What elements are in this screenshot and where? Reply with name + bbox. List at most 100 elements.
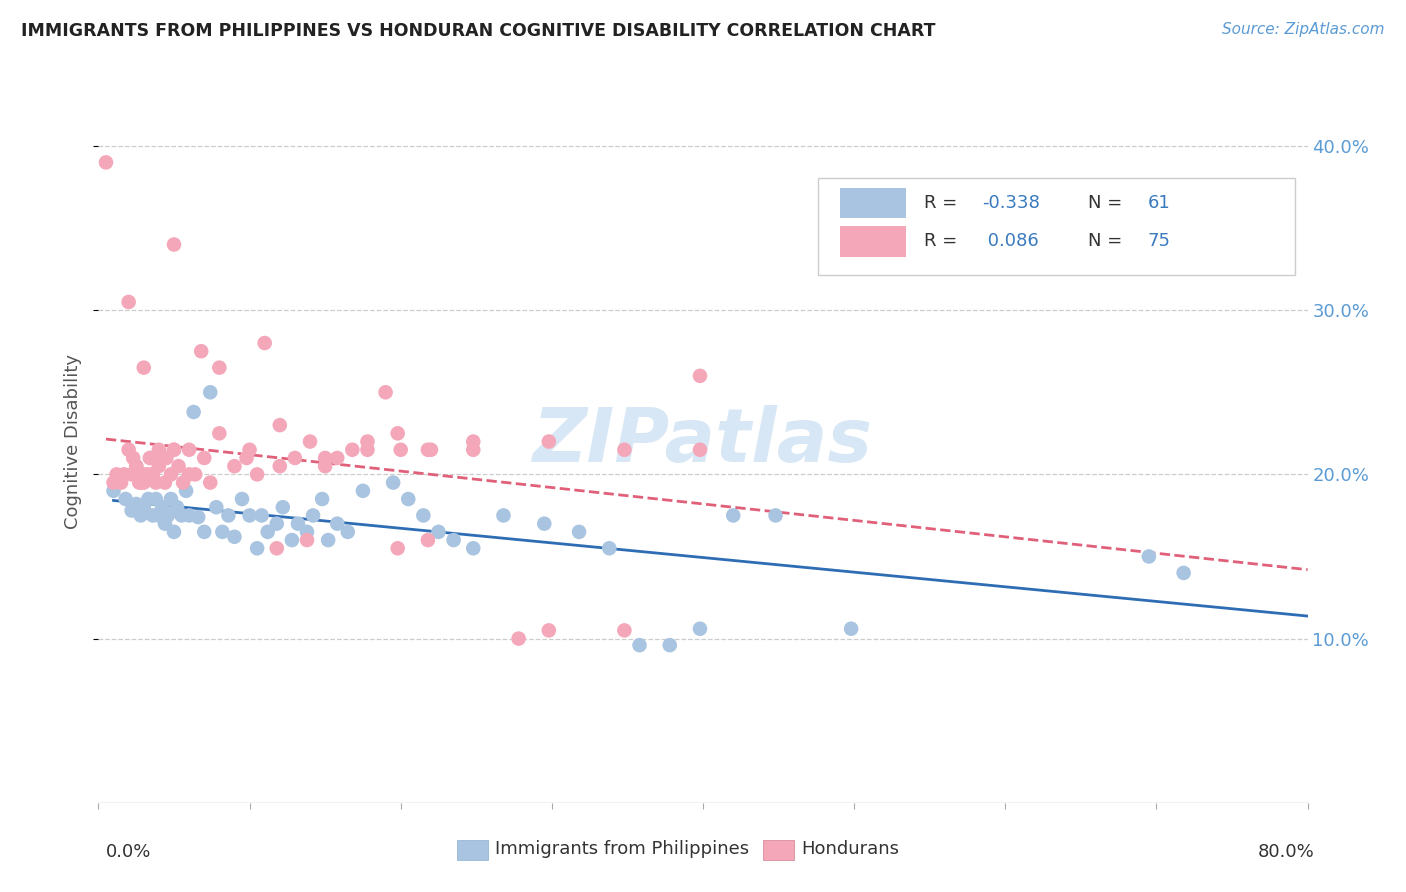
Point (427, 524, 450, 539)
Point (396, 491, 419, 506)
Text: 75: 75 (1147, 233, 1171, 251)
Point (174, 483, 197, 498)
Point (387, 426, 409, 441)
Point (163, 237, 186, 252)
Point (463, 541, 485, 556)
Point (155, 450, 177, 465)
Point (235, 450, 257, 465)
FancyBboxPatch shape (839, 227, 905, 257)
Point (141, 467, 163, 482)
Point (613, 442, 636, 457)
Point (613, 624, 636, 638)
Point (163, 442, 186, 457)
Point (239, 508, 262, 523)
Point (689, 442, 711, 457)
Point (598, 541, 620, 556)
Point (281, 533, 304, 547)
Point (628, 638, 651, 652)
Point (179, 467, 201, 482)
Point (136, 491, 159, 506)
Point (326, 450, 349, 465)
Point (224, 530, 246, 544)
Point (271, 500, 294, 515)
Point (217, 508, 239, 523)
FancyBboxPatch shape (818, 178, 1295, 276)
Point (129, 508, 152, 523)
Point (231, 491, 253, 506)
Point (211, 524, 233, 539)
Point (537, 624, 560, 638)
Point (193, 524, 215, 539)
Point (103, 475, 125, 490)
Point (765, 508, 787, 523)
Point (302, 508, 325, 523)
Point (266, 541, 288, 556)
Text: Source: ZipAtlas.com: Source: ZipAtlas.com (1222, 22, 1385, 37)
Point (160, 467, 183, 482)
Point (148, 459, 170, 474)
Point (179, 508, 201, 523)
Point (287, 516, 309, 531)
Point (208, 426, 231, 441)
Point (118, 442, 141, 457)
Point (326, 516, 349, 531)
Point (112, 467, 135, 482)
Point (208, 360, 231, 375)
Text: 0.086: 0.086 (983, 233, 1039, 251)
Point (183, 405, 205, 419)
Point (148, 442, 170, 457)
Point (187, 510, 209, 524)
Point (103, 483, 125, 498)
Point (179, 442, 201, 457)
Text: R =: R = (924, 233, 963, 251)
Point (1173, 566, 1195, 580)
Point (269, 459, 291, 474)
Point (356, 442, 378, 457)
Point (537, 434, 560, 449)
Point (508, 632, 530, 646)
Point (382, 475, 405, 490)
Point (132, 475, 155, 490)
Point (125, 459, 148, 474)
Point (200, 385, 222, 400)
Point (128, 475, 150, 490)
Point (412, 508, 434, 523)
Point (416, 533, 439, 547)
Text: 0.0%: 0.0% (105, 843, 150, 861)
Point (153, 516, 176, 531)
Point (246, 541, 269, 556)
Point (420, 442, 443, 457)
Point (200, 475, 222, 490)
Point (148, 450, 170, 465)
Text: -0.338: -0.338 (983, 194, 1040, 212)
Point (150, 500, 173, 515)
Text: Hondurans: Hondurans (801, 840, 900, 858)
Point (1137, 549, 1160, 564)
Text: 61: 61 (1147, 194, 1171, 212)
Point (295, 524, 318, 539)
Point (121, 467, 143, 482)
Point (266, 516, 288, 531)
Point (193, 450, 215, 465)
Point (253, 336, 276, 351)
Point (132, 467, 155, 482)
Point (246, 467, 269, 482)
Text: IMMIGRANTS FROM PHILIPPINES VS HONDURAN COGNITIVE DISABILITY CORRELATION CHART: IMMIGRANTS FROM PHILIPPINES VS HONDURAN … (21, 22, 935, 40)
Text: R =: R = (924, 194, 963, 212)
Point (533, 516, 555, 531)
Point (170, 508, 193, 523)
Point (314, 459, 336, 474)
Point (160, 491, 183, 506)
Point (156, 508, 179, 523)
Point (163, 524, 186, 539)
Point (311, 491, 333, 506)
Point (342, 442, 364, 457)
Point (121, 503, 143, 517)
Point (224, 459, 246, 474)
Point (94, 155, 117, 169)
Point (142, 467, 165, 482)
Point (839, 622, 862, 636)
Point (114, 491, 136, 506)
Point (190, 344, 212, 359)
Point (110, 475, 132, 490)
